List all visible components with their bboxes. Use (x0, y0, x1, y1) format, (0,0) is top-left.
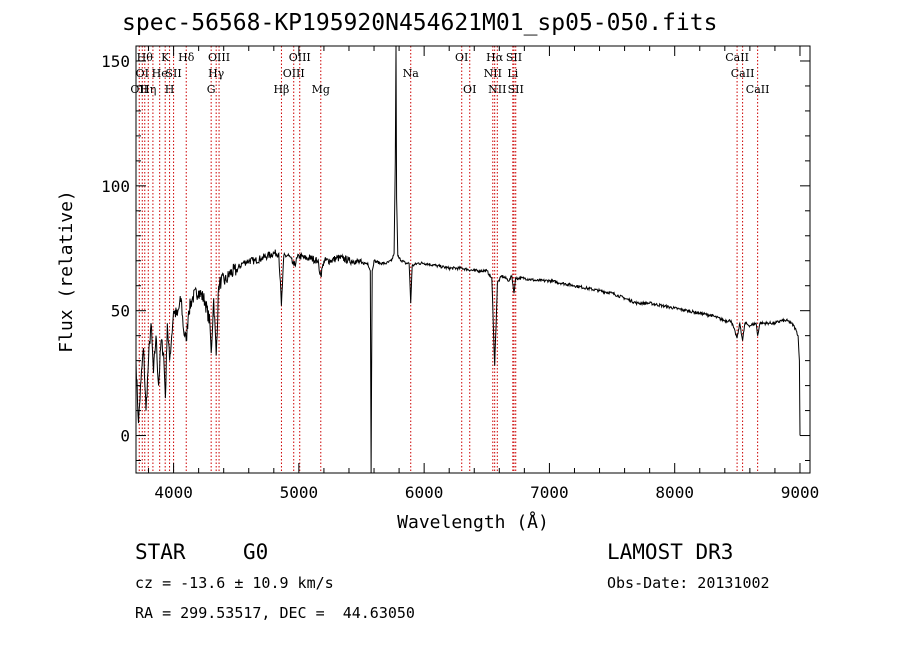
y-tick-label: 0 (120, 427, 130, 446)
marker-label: SII (506, 51, 522, 64)
object-class: STAR (135, 540, 186, 564)
marker-label: Hδ (178, 51, 195, 64)
marker-label: H (165, 83, 175, 96)
flux-series-line (135, 45, 801, 474)
redshift-text: cz = -13.6 ± 10.9 km/s (135, 574, 334, 592)
x-tick-label: 5000 (280, 483, 319, 502)
marker-label: NII (488, 83, 506, 96)
marker-label: CaII (731, 67, 755, 80)
y-axis: 0 50 100 150 (101, 52, 810, 462)
marker-label: Mg (312, 83, 330, 96)
y-tick-label: 50 (111, 302, 130, 321)
y-axis-label: Flux (relative) (56, 190, 77, 353)
marker-label: Hη (140, 83, 156, 96)
obs-date-text: Obs-Date: 20131002 (607, 574, 770, 592)
x-tick-label: 8000 (655, 483, 694, 502)
marker-label: Hβ (273, 83, 289, 96)
marker-label: CaII (746, 83, 770, 96)
x-tick-label: 7000 (530, 483, 569, 502)
marker-label: Hθ (137, 51, 154, 64)
plot-frame (135, 45, 811, 474)
marker-label: Hα (486, 51, 504, 64)
x-tick-label: 4000 (154, 483, 193, 502)
x-axis-label: Wavelength (Å) (397, 511, 549, 533)
survey-name: LAMOST DR3 (607, 540, 734, 564)
marker-label: CaII (725, 51, 749, 64)
marker-label: OIII (289, 51, 311, 64)
marker-label: SII (508, 83, 524, 96)
x-tick-label: 6000 (405, 483, 444, 502)
marker-label: SII (165, 67, 181, 80)
marker-label: OIII (283, 67, 305, 80)
y-tick-label: 150 (101, 52, 130, 71)
object-subclass: G0 (243, 540, 269, 564)
marker-label: NII (484, 67, 502, 80)
marker-label: OII (130, 83, 148, 96)
marker-label: G (207, 83, 216, 96)
marker-label: Na (403, 67, 420, 80)
spectral-line-labels: OII OI Hθ Hη He K H SII Hδ G Hγ OIII Hβ OIII OIII Mg Na O… (130, 51, 769, 96)
x-axis: 4000 5000 6000 7000 8000 9000 (148, 46, 820, 502)
marker-label: Li (507, 67, 518, 80)
marker-label: He (152, 67, 168, 80)
marker-label: OI (463, 83, 476, 96)
y-tick-label: 100 (101, 177, 130, 196)
marker-label: OIII (208, 51, 230, 64)
spectral-line-markers (138, 46, 759, 473)
marker-label: OI (136, 67, 149, 80)
chart-title: spec-56568-KP195920N454621M01_sp05-050.f… (122, 10, 718, 36)
marker-label: Hγ (208, 67, 225, 80)
coordinates-text: RA = 299.53517, DEC = 44.63050 (135, 604, 415, 622)
marker-label: OI (455, 51, 468, 64)
x-tick-label: 9000 (781, 483, 820, 502)
marker-label: K (161, 51, 170, 64)
